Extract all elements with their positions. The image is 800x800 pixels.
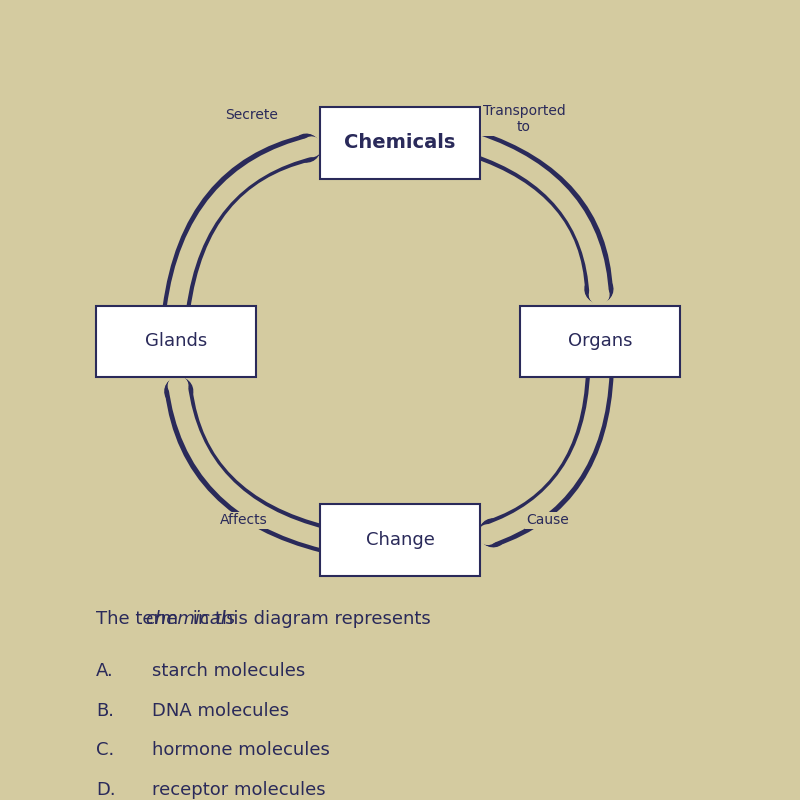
- FancyBboxPatch shape: [320, 504, 480, 576]
- Text: Affects: Affects: [220, 513, 268, 527]
- Text: Cause: Cause: [526, 513, 570, 527]
- Text: D.: D.: [96, 781, 116, 799]
- Text: chemicals: chemicals: [145, 610, 235, 628]
- Text: Chemicals: Chemicals: [344, 134, 456, 153]
- Text: B.: B.: [96, 702, 114, 720]
- Text: in this diagram represents: in this diagram represents: [186, 610, 430, 628]
- Text: receptor molecules: receptor molecules: [152, 781, 326, 799]
- FancyBboxPatch shape: [96, 306, 256, 377]
- Text: Secrete: Secrete: [226, 108, 278, 122]
- FancyBboxPatch shape: [320, 107, 480, 178]
- Text: The term: The term: [96, 610, 184, 628]
- Text: A.: A.: [96, 662, 114, 680]
- Text: DNA molecules: DNA molecules: [152, 702, 289, 720]
- Text: C.: C.: [96, 742, 114, 759]
- Text: Glands: Glands: [145, 333, 207, 350]
- Text: Transported
to: Transported to: [482, 104, 566, 134]
- FancyBboxPatch shape: [520, 306, 680, 377]
- Text: hormone molecules: hormone molecules: [152, 742, 330, 759]
- Text: starch molecules: starch molecules: [152, 662, 306, 680]
- Text: Change: Change: [366, 531, 434, 549]
- Text: Organs: Organs: [568, 333, 632, 350]
